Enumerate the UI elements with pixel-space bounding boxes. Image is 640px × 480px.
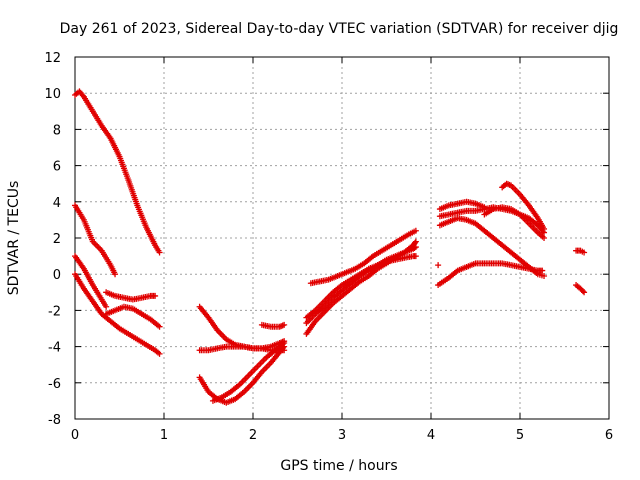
y-tick-label: -6: [48, 377, 61, 392]
x-tick-label: 1: [160, 428, 168, 443]
chart-title: Day 261 of 2023, Sidereal Day-to-day VTE…: [60, 21, 619, 37]
series-sat-o: [307, 227, 419, 287]
data-point: [281, 339, 288, 346]
x-tick-label: 0: [71, 428, 79, 443]
y-tick-label: -8: [48, 413, 61, 428]
series-sat-x: [435, 262, 442, 269]
y-tick-label: 10: [44, 87, 61, 102]
data-point: [411, 239, 418, 246]
data-point: [156, 350, 163, 357]
series-sat-e: [72, 271, 163, 357]
y-axis-label: SDTVAR / TECUs: [6, 181, 22, 296]
data-point: [412, 244, 419, 251]
series-sat-f: [103, 303, 163, 330]
series-sat-v: [573, 247, 588, 256]
data-point: [281, 321, 288, 328]
data-point: [481, 204, 488, 211]
data-point: [103, 303, 110, 310]
data-point: [435, 262, 442, 269]
data-point: [112, 271, 119, 278]
series-sat-b: [72, 202, 119, 278]
y-tick-label: 8: [53, 123, 61, 138]
y-tick-label: 4: [53, 196, 61, 211]
data-point: [156, 249, 163, 256]
series-sat-j: [209, 339, 288, 404]
data-point: [541, 235, 548, 241]
data-point: [156, 323, 163, 330]
series-sat-t: [481, 204, 548, 241]
y-tick-label: 12: [44, 51, 61, 66]
series-sat-p: [435, 260, 546, 289]
y-tick-label: -2: [48, 304, 61, 319]
data-point: [581, 249, 588, 256]
x-axis-label: GPS time / hours: [280, 458, 397, 474]
y-tick-label: 6: [53, 160, 61, 175]
y-tick-label: 0: [53, 268, 61, 283]
data-point: [581, 289, 588, 296]
x-tick-label: 3: [338, 428, 346, 443]
series-sat-d: [103, 289, 159, 303]
series-sat-q: [436, 215, 548, 280]
series-sat-n: [303, 253, 419, 321]
series-sat-c: [72, 253, 110, 310]
data-point: [412, 238, 419, 245]
data-point: [541, 273, 548, 280]
series-sat-s: [436, 198, 488, 213]
data-point: [152, 292, 159, 299]
data-point: [412, 227, 419, 234]
y-tick-label: -4: [48, 341, 61, 356]
grid: [75, 57, 609, 419]
x-tick-label: 2: [249, 428, 257, 443]
series-sat-u: [499, 180, 548, 232]
x-tick-label: 4: [427, 428, 435, 443]
data-point: [412, 253, 419, 260]
data-point: [411, 244, 418, 251]
data-point: [541, 225, 548, 232]
series-sat-a: [72, 88, 163, 256]
y-tick-label: 2: [53, 232, 61, 247]
x-tick-label: 5: [516, 428, 524, 443]
x-tick-label: 6: [605, 428, 613, 443]
data-point: [579, 288, 586, 295]
series-sat-w: [573, 282, 588, 296]
series-sat-k: [258, 321, 288, 330]
data-points: [72, 88, 588, 406]
